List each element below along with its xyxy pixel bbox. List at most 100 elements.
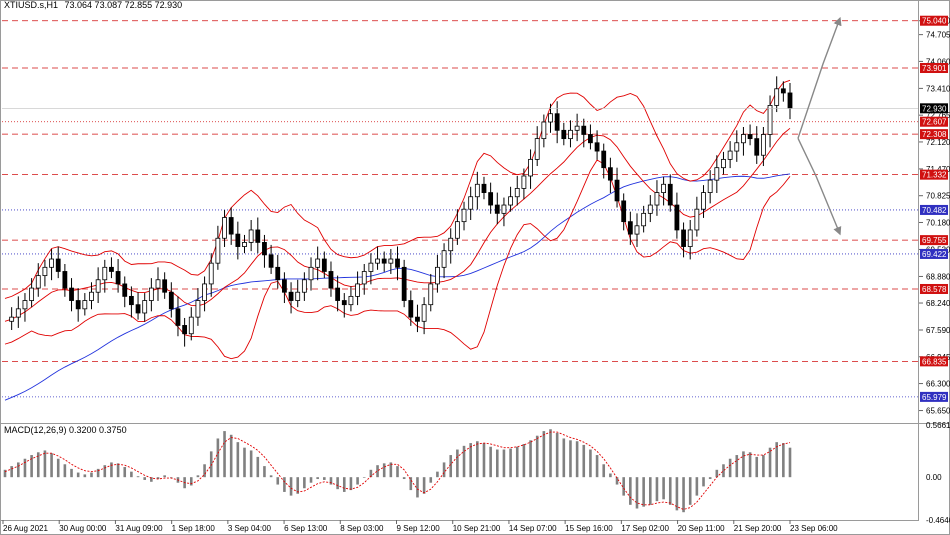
candle-body [215, 237, 221, 264]
time-tick-label: 6 Sep 13:00 [284, 524, 328, 533]
macd-histogram-bar [336, 477, 339, 490]
bollinger-lower-band [4, 159, 791, 360]
candle-body [49, 258, 54, 268]
candle-body [747, 134, 753, 140]
level-label-bg [920, 129, 948, 140]
time-tick-label: 20 Sep 11:00 [678, 524, 726, 533]
macd-histogram-bar [436, 471, 439, 478]
macd-histogram-bar [223, 431, 226, 478]
macd-histogram-bar [23, 458, 27, 478]
candle-body [128, 295, 134, 306]
level-label: 72.607 [922, 118, 947, 127]
macd-histogram-bar [243, 447, 246, 478]
level-label: 70.482 [922, 206, 947, 215]
candle-body [681, 229, 686, 247]
candle-body [142, 300, 148, 314]
level-label: 65.979 [922, 393, 947, 402]
macd-histogram-bar [156, 477, 160, 480]
time-tick-label: 14 Sep 07:00 [509, 524, 557, 533]
macd-histogram-bar [382, 463, 386, 478]
macd-histogram-bar [522, 443, 526, 478]
candle-body [627, 221, 633, 235]
macd-histogram-bar [688, 477, 692, 505]
macd-histogram-bar [515, 446, 519, 478]
macd-histogram-bar [782, 443, 785, 478]
macd-histogram-bar [495, 449, 499, 478]
macd-histogram-bar [303, 477, 306, 489]
macd-histogram-bar [582, 444, 586, 478]
level-label: 71.332 [922, 171, 947, 180]
candle-body [468, 196, 474, 210]
macd-histogram-bar [316, 477, 319, 480]
macd-histogram-bar [123, 467, 127, 478]
candle-body [248, 229, 254, 243]
macd-histogram-bar [249, 450, 253, 478]
candle-body [115, 271, 121, 285]
macd-histogram-bar [402, 477, 406, 480]
macd-histogram-bar [396, 466, 399, 478]
candle-body [541, 121, 547, 140]
candle-body [401, 266, 407, 301]
level-label-bg [920, 15, 948, 26]
macd-histogram-bar [116, 463, 120, 478]
candle-body [208, 262, 214, 285]
macd-histogram-bar [10, 466, 13, 478]
candle-body [767, 105, 773, 135]
candle-body [375, 258, 380, 264]
level-label-bg [920, 116, 948, 127]
candle-body [441, 250, 447, 268]
candle-body [501, 204, 507, 214]
candle-body [415, 316, 420, 322]
macd-histogram-bar [376, 465, 379, 478]
level-label-bg [920, 235, 948, 246]
macd-histogram-bar [349, 477, 353, 491]
candle-body [548, 113, 553, 123]
candle-body [135, 304, 141, 314]
macd-histogram-bar [755, 456, 759, 478]
macd-histogram-bar [708, 477, 712, 480]
candle-body [109, 266, 114, 272]
macd-histogram-bar [43, 450, 47, 478]
candle-body [528, 158, 533, 177]
candle-body [268, 254, 274, 268]
candle-body [262, 242, 267, 256]
candle-body [188, 316, 194, 335]
macd-histogram-bar [502, 449, 506, 478]
candle-body [195, 300, 201, 318]
macd-histogram-bar [655, 477, 659, 502]
candle-body [89, 291, 94, 301]
macd-histogram-bar [329, 477, 333, 485]
candle-body [9, 316, 15, 322]
candle-body [102, 266, 108, 281]
level-label-bg [920, 356, 948, 367]
macd-histogram-bar [589, 449, 592, 478]
macd-histogram-bar [256, 456, 260, 478]
candle-body [554, 113, 560, 131]
candle-body [22, 300, 28, 310]
macd-histogram-bar [136, 476, 140, 478]
candle-body [435, 266, 440, 285]
macd-histogram-bar [263, 466, 266, 478]
macd-histogram-bar [196, 475, 200, 478]
macd-histogram-bar [469, 443, 472, 478]
macd-tick-label: 0.00 [926, 473, 942, 482]
level-label: 75.040 [922, 17, 947, 26]
candle-body [727, 150, 733, 160]
candle-body [355, 283, 360, 297]
macd-pane [3, 429, 792, 513]
candle-body [321, 258, 327, 272]
level-label-bg [920, 248, 948, 259]
macd-histogram-bar [609, 473, 612, 478]
candle-body [614, 179, 620, 202]
macd-histogram-bar [675, 477, 679, 511]
candle-body [707, 179, 713, 193]
candle-body [395, 258, 400, 268]
macd-histogram-bar [323, 477, 326, 480]
macd-histogram-bar [90, 472, 93, 478]
macd-histogram-bar [555, 432, 559, 478]
macd-histogram-bar [110, 462, 113, 478]
macd-histogram-bar [449, 455, 453, 478]
candle-body [308, 266, 314, 281]
macd-histogram-bar [342, 477, 346, 492]
